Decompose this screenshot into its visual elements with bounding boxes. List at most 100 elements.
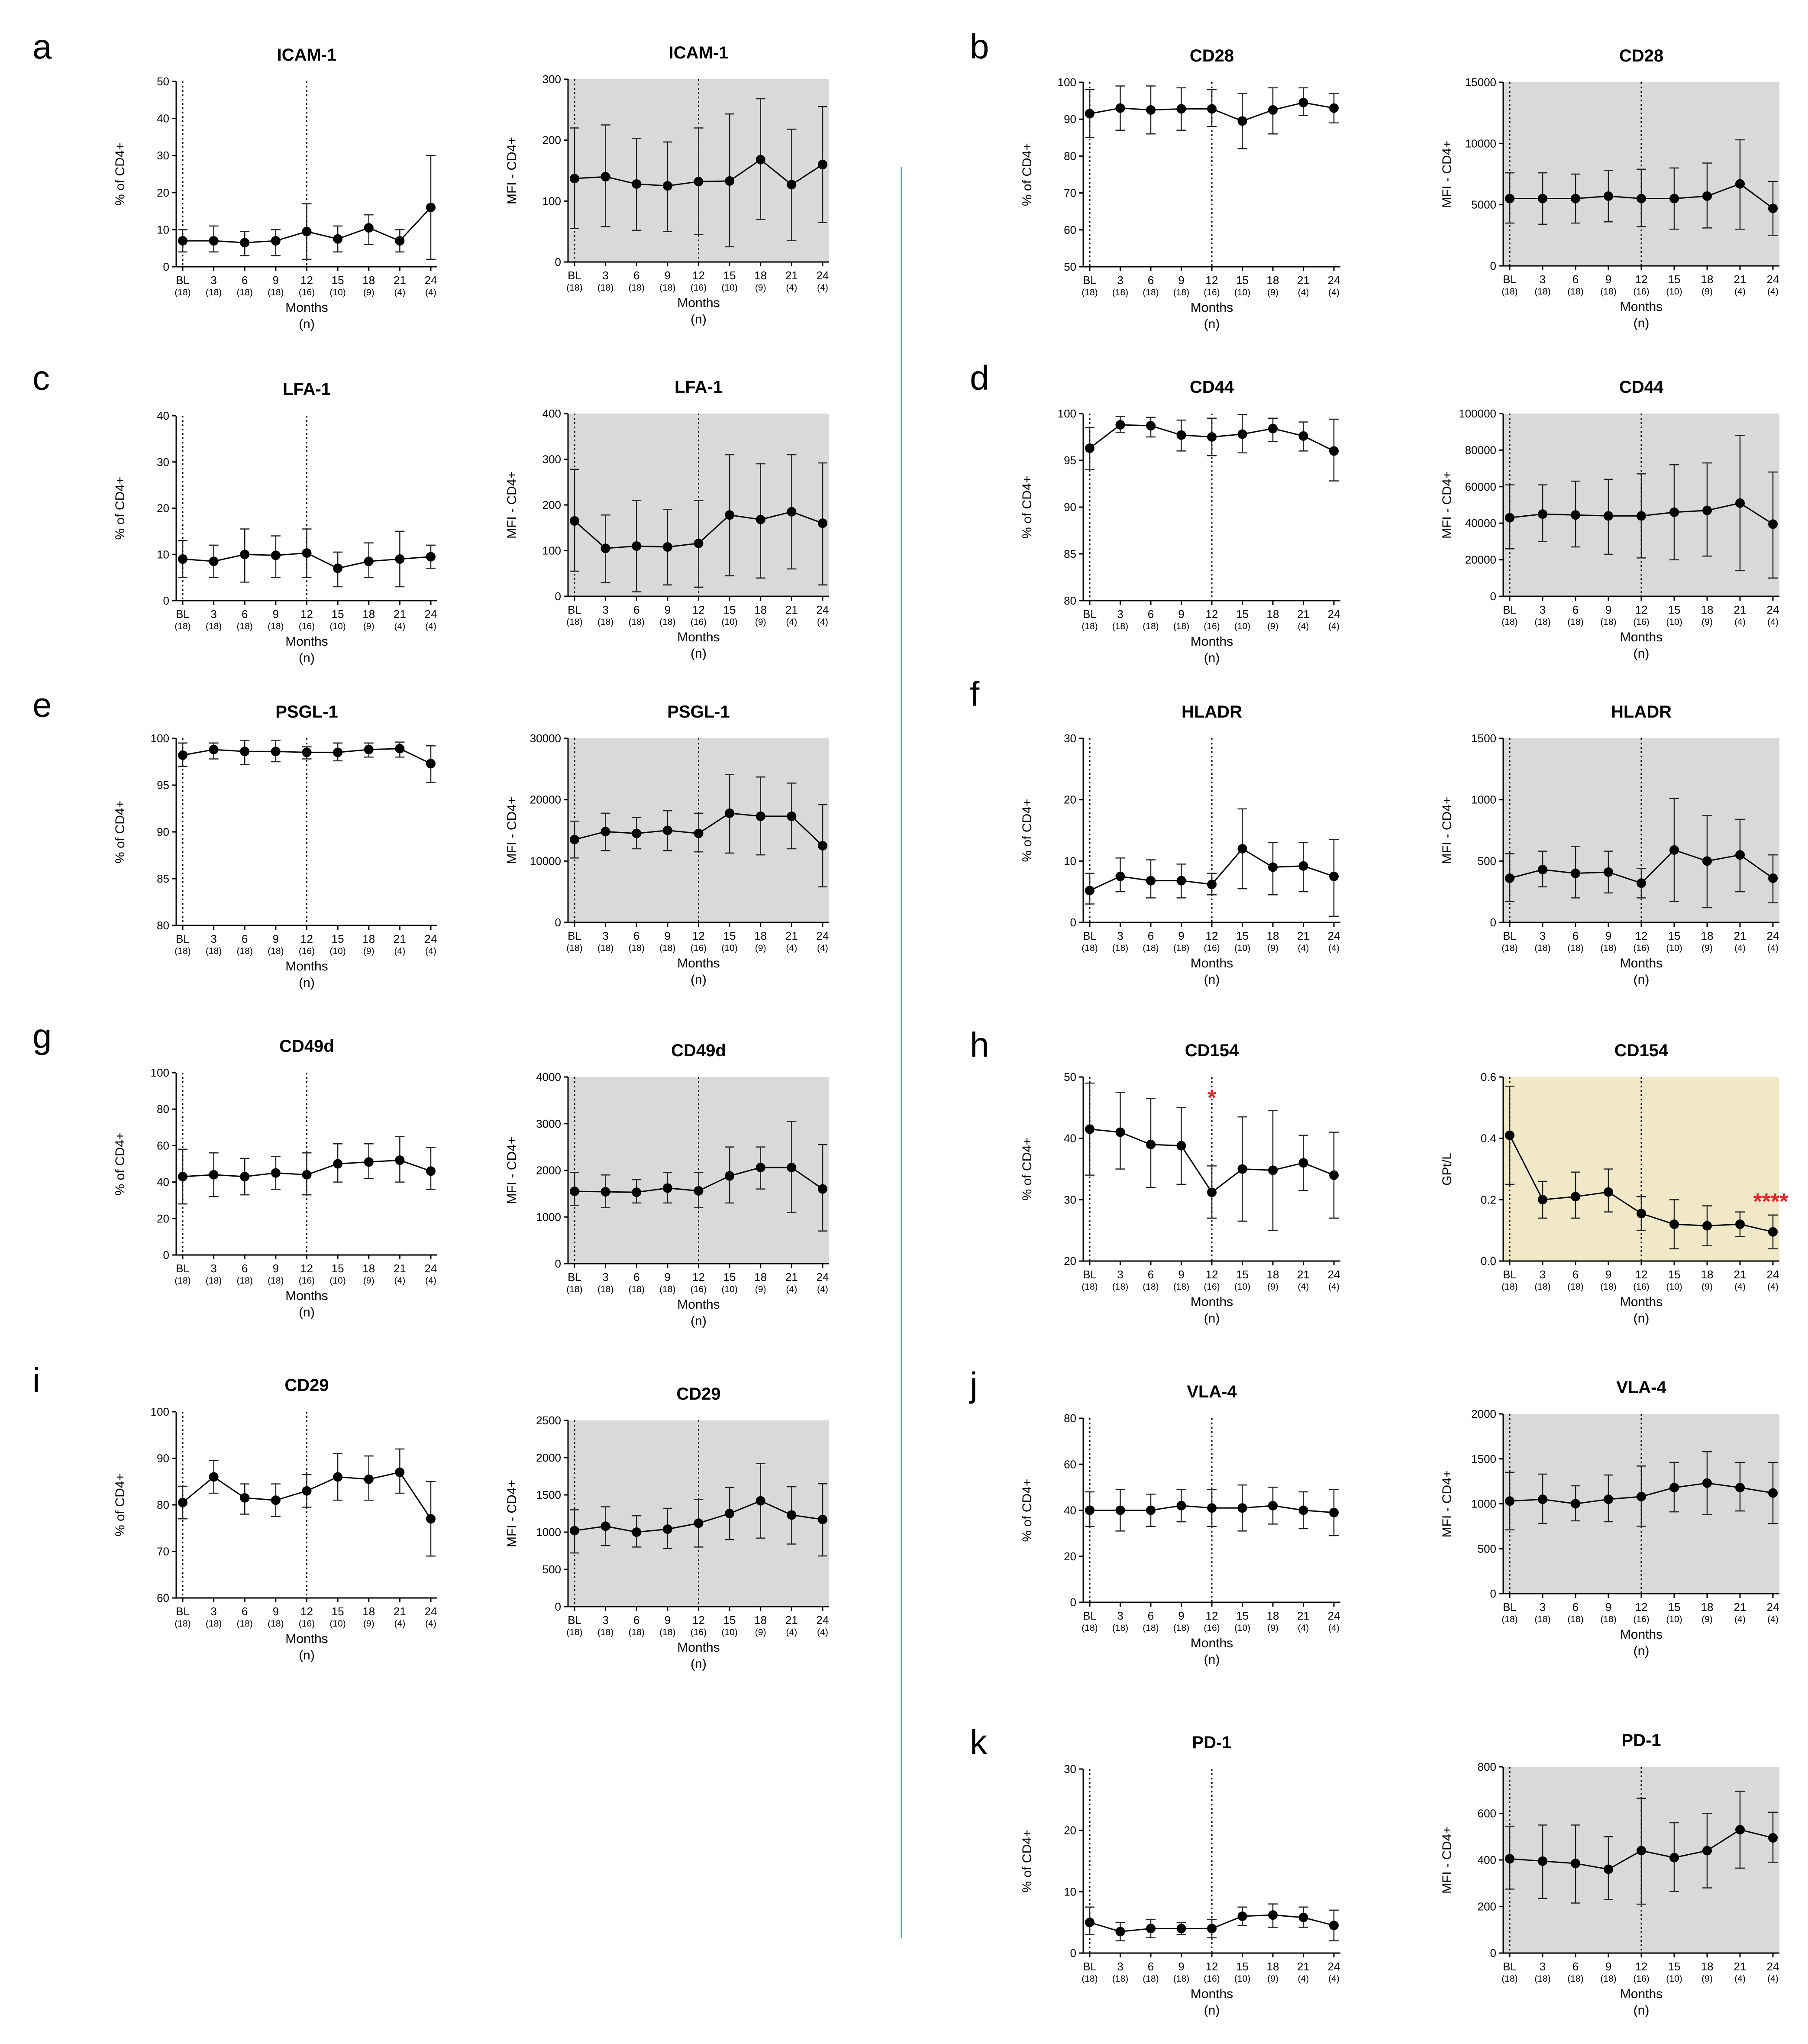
- data-point: [1669, 194, 1679, 204]
- x-tick-label: 9: [273, 1262, 279, 1275]
- x-tick-label: BL: [1083, 608, 1097, 621]
- x-axis-sublabel: (n): [1204, 317, 1220, 331]
- data-point: [240, 238, 250, 248]
- x-tick-label: 3: [1117, 608, 1123, 621]
- x-n-label: (18): [1112, 621, 1128, 631]
- x-n-label: (18): [566, 283, 582, 293]
- data-point: [570, 516, 579, 526]
- x-tick-label: 15: [723, 603, 736, 616]
- data-point: [725, 176, 735, 186]
- x-n-label: (4): [394, 1619, 406, 1629]
- x-n-label: (18): [1600, 1614, 1616, 1624]
- x-tick-label: 3: [602, 929, 608, 942]
- data-point: [1207, 1503, 1217, 1513]
- data-point: [1268, 1501, 1278, 1510]
- x-n-label: (10): [1234, 1623, 1250, 1633]
- data-point: [426, 759, 436, 769]
- x-n-label: (18): [566, 943, 582, 953]
- y-tick-label: 10: [157, 223, 169, 236]
- y-tick-label: 10: [157, 548, 169, 561]
- panel-letter-g: g: [32, 1017, 52, 1055]
- chart-title: VLA-4: [1616, 1378, 1666, 1397]
- data-point: [1115, 1505, 1125, 1515]
- data-point: [632, 179, 642, 189]
- x-n-label: (18): [629, 283, 645, 293]
- x-tick-label: 24: [1328, 1960, 1340, 1973]
- y-tick-label: 90: [1064, 113, 1076, 126]
- y-tick-label: 100: [1058, 407, 1076, 420]
- x-n-label: (4): [1328, 1282, 1340, 1292]
- x-axis-label: Months: [1620, 956, 1663, 970]
- x-tick-label: 6: [1572, 603, 1579, 616]
- data-point: [1735, 498, 1745, 508]
- x-n-label: (10): [721, 283, 737, 293]
- x-axis-label: Months: [1620, 1987, 1663, 2001]
- x-tick-label: 6: [633, 929, 639, 942]
- x-n-label: (10): [721, 943, 737, 953]
- data-point: [1329, 103, 1339, 113]
- data-point: [1702, 1478, 1712, 1488]
- data-point: [818, 159, 827, 169]
- x-tick-label: 24: [817, 1271, 829, 1284]
- x-n-label: (18): [237, 946, 253, 956]
- data-point: [1505, 1854, 1514, 1864]
- data-point: [725, 510, 735, 520]
- x-n-label: (18): [597, 617, 613, 627]
- data-point: [694, 828, 704, 838]
- x-n-label: (18): [1600, 1974, 1616, 1984]
- x-n-label: (4): [1767, 1614, 1779, 1624]
- x-n-label: (9): [1267, 1282, 1279, 1292]
- x-n-label: (18): [1082, 1282, 1098, 1292]
- x-n-label: (18): [629, 1284, 645, 1294]
- y-tick-label: 80: [1064, 594, 1076, 607]
- data-point: [1268, 105, 1278, 115]
- x-tick-label: 24: [1328, 274, 1340, 287]
- x-n-label: (9): [1701, 287, 1713, 297]
- x-tick-label: 6: [1148, 274, 1154, 287]
- x-n-label: (9): [363, 288, 375, 298]
- y-axis-label: % of CD4+: [1020, 1830, 1034, 1893]
- data-point: [1768, 519, 1778, 529]
- x-n-label: (18): [1143, 1623, 1159, 1633]
- x-tick-label: 3: [602, 1271, 608, 1284]
- x-n-label: (18): [237, 1619, 253, 1629]
- data-point: [1735, 1483, 1745, 1493]
- x-n-label: (18): [1173, 1282, 1189, 1292]
- data-point: [1298, 1158, 1308, 1168]
- data-point: [178, 236, 187, 246]
- data-point: [1669, 845, 1679, 855]
- y-tick-label: 0: [1490, 1947, 1496, 1960]
- x-tick-label: 21: [1297, 1609, 1310, 1622]
- x-n-label: (18): [206, 621, 222, 631]
- data-point: [333, 1159, 343, 1169]
- x-n-label: (16): [1633, 617, 1649, 627]
- y-tick-label: 5000: [1471, 198, 1496, 211]
- x-n-label: (18): [1501, 1974, 1517, 1984]
- data-point: [209, 1472, 219, 1482]
- x-tick-label: 12: [1635, 1601, 1648, 1614]
- x-n-label: (10): [1234, 288, 1250, 298]
- x-n-label: (4): [1734, 1974, 1746, 1984]
- data-point: [1505, 194, 1514, 204]
- x-n-label: (9): [1267, 288, 1279, 298]
- x-n-label: (18): [1534, 1614, 1550, 1624]
- y-tick-label: 85: [157, 872, 169, 885]
- x-n-label: (18): [1082, 943, 1098, 953]
- x-n-label: (10): [329, 288, 345, 298]
- data-point: [1538, 865, 1547, 875]
- x-n-label: (18): [268, 288, 284, 298]
- x-axis-label: Months: [677, 296, 720, 310]
- data-point: [1115, 420, 1125, 430]
- data-point: [1207, 880, 1217, 889]
- y-axis-label: % of CD4+: [113, 142, 127, 206]
- y-axis-label: MFI - CD4+: [1440, 797, 1454, 864]
- x-n-label: (9): [755, 1627, 766, 1637]
- y-tick-label: 20: [1064, 1255, 1076, 1268]
- x-tick-label: 9: [1178, 1609, 1184, 1622]
- data-point: [1237, 116, 1247, 126]
- x-n-label: (9): [1267, 621, 1279, 631]
- data-point: [1237, 1164, 1247, 1174]
- x-n-label: (18): [1567, 287, 1583, 297]
- y-tick-label: 80: [157, 919, 169, 932]
